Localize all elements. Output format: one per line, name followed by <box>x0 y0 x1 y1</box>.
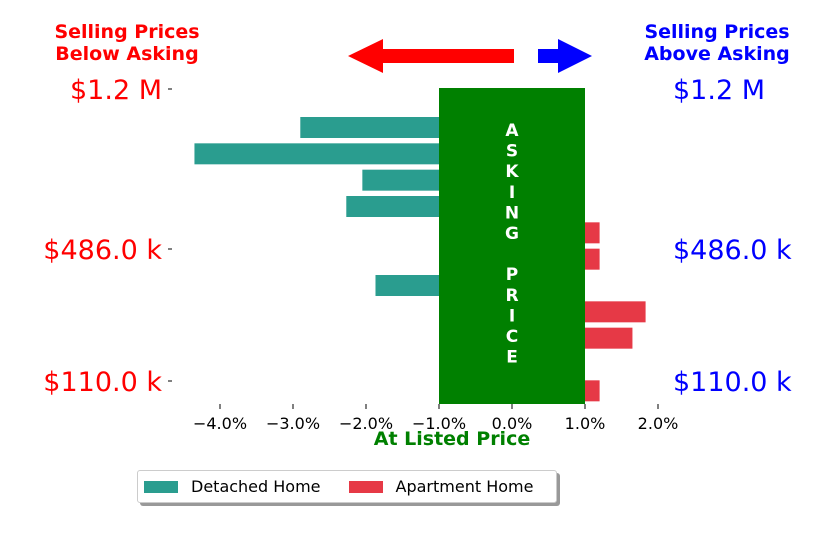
x-tick-label-0: −4.0% <box>193 414 247 433</box>
bar-apartment-0 <box>585 222 600 244</box>
bar-apartment-2 <box>585 301 646 323</box>
header-above-line2: Above Asking <box>644 43 790 65</box>
asking-band-letter-11: E <box>506 348 518 368</box>
y-tick-label-right-0: $1.2 M <box>673 75 765 106</box>
bar-detached-1 <box>194 143 439 165</box>
legend-item-apartment: Apartment Home <box>348 477 534 496</box>
asking-band-letter-2: K <box>505 162 519 182</box>
legend-item-detached: Detached Home <box>144 477 321 496</box>
y-tick-label-left-1: $486.0 k <box>43 235 162 266</box>
bar-apartment-3 <box>585 327 633 349</box>
y-tick-label-left-0: $1.2 M <box>70 75 162 106</box>
asking-band-letter-0: A <box>505 121 519 141</box>
asking-band-letter-5: G <box>505 224 519 244</box>
x-axis-label: At Listed Price <box>374 428 530 450</box>
x-tick-label-4: 0.0% <box>492 414 533 433</box>
x-tick-label-2: −2.0% <box>339 414 393 433</box>
legend-label-detached: Detached Home <box>191 477 321 496</box>
bar-apartment-1 <box>585 248 600 270</box>
red-left-arrow <box>348 39 514 73</box>
asking-band-letter-9: I <box>509 306 515 326</box>
asking-band-letter-8: R <box>505 286 518 306</box>
asking-band-letter-10: C <box>506 327 518 347</box>
y-tick-label-right-2: $110.0 k <box>673 367 792 398</box>
header-below-line2: Below Asking <box>55 43 199 65</box>
legend-swatch-apartment <box>348 480 383 493</box>
y-axis: $1.2 M $1.2 M $486.0 k $486.0 k $110.0 k $110… <box>43 75 792 398</box>
bar-detached-2 <box>362 169 439 191</box>
asking-band-letter-3: I <box>509 183 515 203</box>
legend-label-apartment: Apartment Home <box>395 477 534 496</box>
bar-detached-3 <box>346 196 439 217</box>
header-above-line1: Selling Prices <box>644 21 790 43</box>
asking-band <box>439 88 585 404</box>
asking-band-letter-7: P <box>506 265 518 285</box>
x-tick-label-6: 2.0% <box>638 414 679 433</box>
legend: Detached Home Apartment Home <box>137 470 557 503</box>
x-axis: −4.0% −3.0% −2.0% −1.0% 0.0% 1.0% 2.0% At Liste… <box>193 404 678 450</box>
x-tick-label-1: −3.0% <box>266 414 320 433</box>
asking-band-letter-1: S <box>506 142 518 162</box>
header-below-line1: Selling Prices <box>54 21 200 43</box>
header-above-asking: Selling Prices Above Asking <box>617 21 817 65</box>
x-tick-label-5: 1.0% <box>565 414 606 433</box>
bar-apartment-4 <box>585 380 600 402</box>
bar-detached-4 <box>375 275 439 296</box>
legend-swatch-detached <box>144 480 178 493</box>
header-below-asking: Selling Prices Below Asking <box>27 21 227 65</box>
bar-detached-0 <box>300 117 439 138</box>
blue-right-arrow <box>538 39 592 73</box>
x-tick-label-3: −1.0% <box>412 414 466 433</box>
y-tick-label-left-2: $110.0 k <box>43 367 162 398</box>
asking-band-letter-4: N <box>505 203 519 223</box>
bars-layer <box>194 117 646 402</box>
y-tick-label-right-1: $486.0 k <box>673 235 792 266</box>
